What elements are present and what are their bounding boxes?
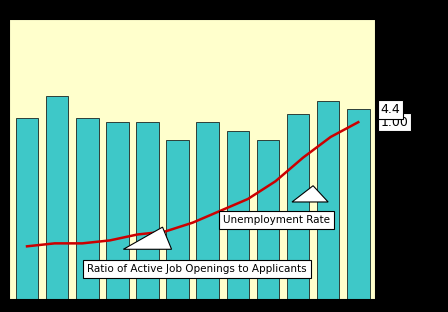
Bar bbox=[196, 122, 219, 300]
Bar bbox=[347, 110, 370, 300]
Bar bbox=[257, 140, 279, 300]
Text: 1.00: 1.00 bbox=[381, 116, 409, 129]
Text: Unemployment Rate: Unemployment Rate bbox=[223, 215, 330, 225]
Bar bbox=[106, 122, 129, 300]
Bar bbox=[287, 114, 309, 300]
Bar bbox=[76, 118, 99, 300]
Bar bbox=[227, 131, 249, 300]
Bar bbox=[16, 118, 39, 300]
Text: 4.4: 4.4 bbox=[381, 103, 401, 116]
Polygon shape bbox=[292, 186, 328, 202]
Bar bbox=[317, 101, 340, 300]
Bar bbox=[136, 122, 159, 300]
Polygon shape bbox=[123, 227, 172, 249]
Text: Ratio of Active Job Openings to Applicants: Ratio of Active Job Openings to Applican… bbox=[87, 264, 307, 274]
Bar bbox=[46, 96, 69, 300]
Bar bbox=[166, 140, 189, 300]
